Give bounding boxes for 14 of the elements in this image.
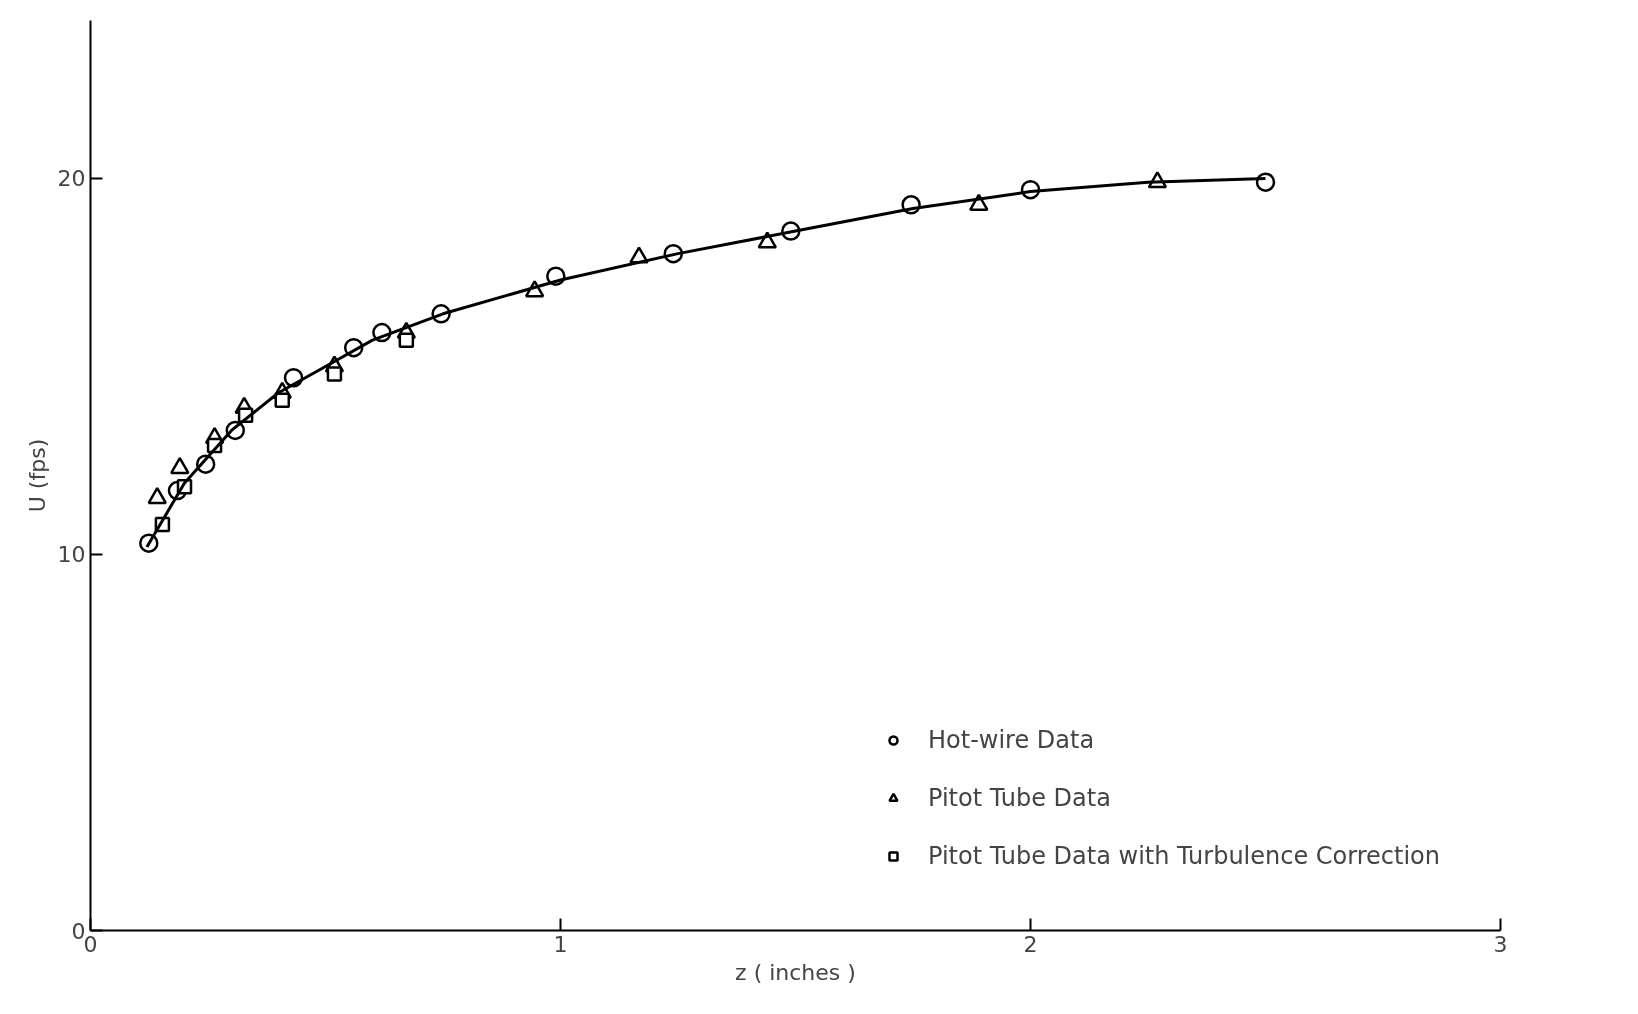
point [1255,172,1276,192]
x-axis-title: z ( inches ) [735,959,856,985]
y-axis-title: U (fps) [24,438,50,513]
x-tick-label: 3 [1493,931,1508,957]
point [398,332,415,348]
legend-label: Hot-wire Data [927,726,1095,754]
point [274,392,291,409]
y-tick-label: 10 [57,542,86,568]
y-tick-label: 20 [57,166,86,192]
legend-label: Pitot Tube Data [927,784,1111,812]
x-tick-label: 1 [553,931,568,957]
legend-label: Pitot Tube Data with Turbulence Correction [927,842,1440,870]
point [326,366,343,382]
x-tick-label: 2 [1023,931,1038,957]
